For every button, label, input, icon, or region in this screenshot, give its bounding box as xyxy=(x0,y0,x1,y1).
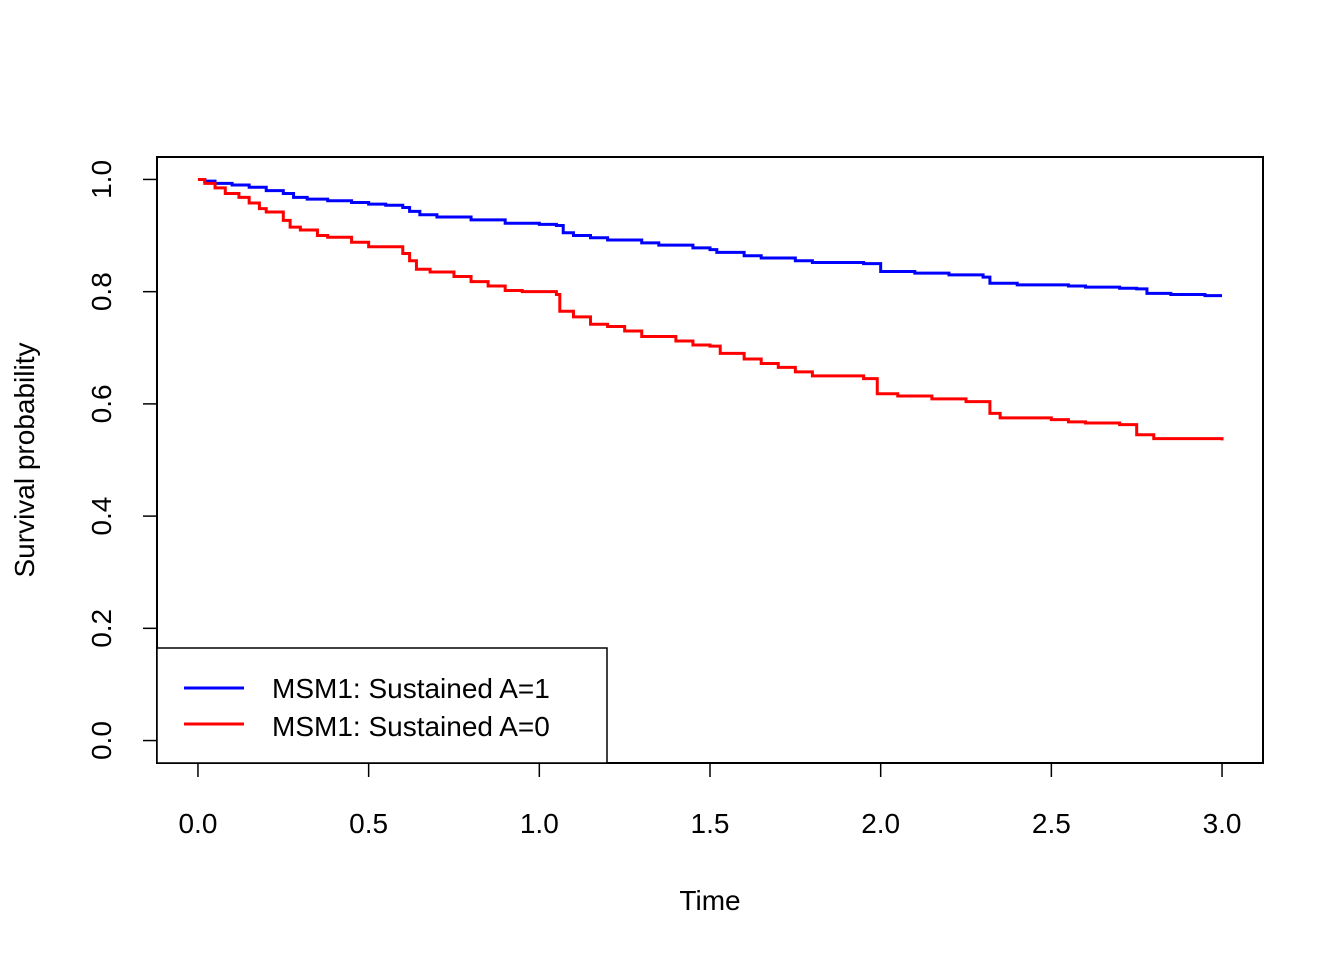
y-tick-label: 0.8 xyxy=(86,272,117,311)
x-axis-title: Time xyxy=(679,885,740,916)
y-tick-label: 0.2 xyxy=(86,609,117,648)
legend-label-a1: MSM1: Sustained A=1 xyxy=(272,673,550,704)
y-tick-label: 0.4 xyxy=(86,497,117,536)
x-tick-label: 0.0 xyxy=(178,808,217,839)
y-axis-title: Survival probability xyxy=(9,343,40,578)
y-tick-label: 1.0 xyxy=(86,160,117,199)
legend: MSM1: Sustained A=1 MSM1: Sustained A=0 xyxy=(156,647,608,764)
legend-box xyxy=(156,647,608,764)
legend-label-a0: MSM1: Sustained A=0 xyxy=(272,711,550,742)
x-axis: 0.0 0.5 1.0 1.5 2.0 2.5 3.0 xyxy=(178,762,1242,839)
x-tick-label: 1.5 xyxy=(691,808,730,839)
y-axis: 0.0 0.2 0.4 0.6 0.8 1.0 xyxy=(86,160,158,760)
x-tick-label: 2.0 xyxy=(861,808,900,839)
y-tick-label: 0.6 xyxy=(86,384,117,423)
x-tick-label: 2.5 xyxy=(1032,808,1071,839)
series-lines xyxy=(197,177,1224,441)
x-tick-label: 1.0 xyxy=(520,808,559,839)
x-tick-label: 3.0 xyxy=(1203,808,1242,839)
y-tick-label: 0.0 xyxy=(86,721,117,760)
x-tick-label: 0.5 xyxy=(349,808,388,839)
series-line-a1 xyxy=(197,177,1223,298)
series-line-a0 xyxy=(197,177,1224,441)
